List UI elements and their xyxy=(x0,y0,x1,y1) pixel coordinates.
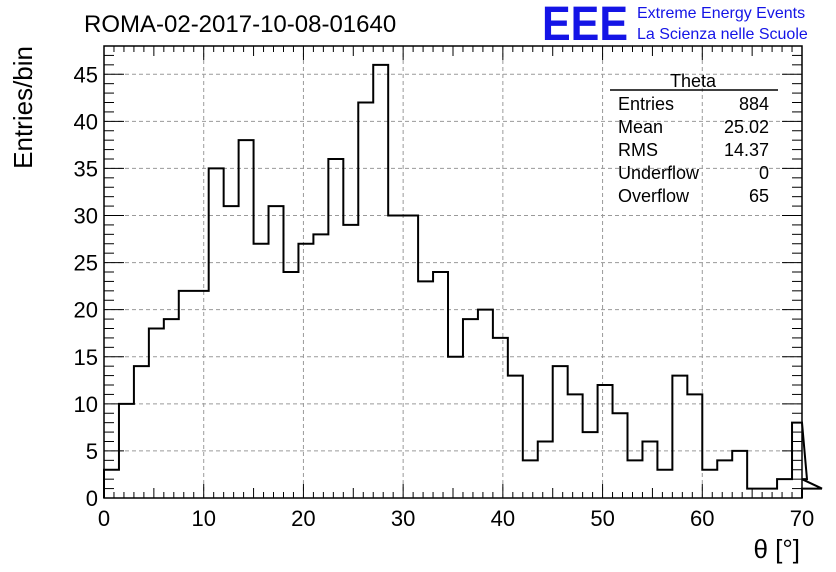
y-tick-label: 15 xyxy=(74,345,98,370)
histogram-bin xyxy=(717,460,732,498)
x-tick-label: 20 xyxy=(291,506,315,531)
x-tick-label: 10 xyxy=(191,506,215,531)
eee-logo: EEE Extreme Energy Events La Scienza nel… xyxy=(542,0,808,51)
stats-row-value: 0 xyxy=(759,163,769,183)
histogram-bin xyxy=(628,460,643,498)
eee-logo-line2: La Scienza nelle Scuole xyxy=(637,26,808,43)
grid-lines xyxy=(104,46,802,498)
stats-box-title: Theta xyxy=(670,71,717,91)
histogram-bin xyxy=(493,338,508,498)
histogram-outline xyxy=(103,63,823,498)
histogram-bin xyxy=(583,432,598,498)
histogram-bin xyxy=(762,489,777,498)
histogram-bin xyxy=(747,489,762,498)
histogram-bin xyxy=(687,394,702,498)
histogram-bin xyxy=(149,329,164,499)
histogram-bin xyxy=(777,479,792,498)
eee-logo-mark: EEE xyxy=(542,0,628,51)
stats-row-label: Mean xyxy=(618,117,663,137)
histogram-bin xyxy=(164,319,179,498)
axis-ticks xyxy=(103,45,803,499)
histogram-bin xyxy=(538,442,553,499)
stats-row-label: Entries xyxy=(618,94,674,114)
histogram-bin xyxy=(239,140,254,498)
x-tick-label: 0 xyxy=(98,506,110,531)
y-tick-label: 5 xyxy=(86,439,98,464)
stats-row-label: Underflow xyxy=(618,163,700,183)
y-tick-labels: 0 5 10 15 20 25 30 35 40 45 xyxy=(74,62,98,511)
stats-row-value: 884 xyxy=(739,94,769,114)
x-axis-label: θ [°] xyxy=(753,534,800,564)
x-tick-label: 60 xyxy=(690,506,714,531)
y-tick-label: 40 xyxy=(74,109,98,134)
x-tick-label: 30 xyxy=(391,506,415,531)
x-tick-labels: 0 10 20 30 40 50 60 70 xyxy=(98,506,814,531)
histogram-bin xyxy=(194,291,209,498)
histogram-bin xyxy=(343,225,358,498)
histogram-bin xyxy=(224,206,239,498)
histogram-bin xyxy=(209,168,224,498)
stats-row-value: 25.02 xyxy=(724,117,769,137)
histogram-bin xyxy=(358,103,373,499)
histogram-bin xyxy=(642,442,657,499)
histogram-bin xyxy=(732,451,747,498)
histogram-bin xyxy=(508,376,523,498)
y-tick-label: 20 xyxy=(74,298,98,323)
chart-title: ROMA-02-2017-10-08-01640 xyxy=(84,11,396,38)
eee-logo-line1: Extreme Energy Events xyxy=(637,5,805,22)
y-tick-label: 10 xyxy=(74,392,98,417)
histogram-bin xyxy=(448,357,463,498)
y-tick-label: 35 xyxy=(74,156,98,181)
y-tick-label: 45 xyxy=(74,62,98,87)
histogram-bin xyxy=(613,413,628,498)
histogram-bin xyxy=(298,244,313,498)
histogram-bin xyxy=(269,206,284,498)
y-tick-label: 30 xyxy=(74,204,98,229)
histogram-bin xyxy=(179,291,194,498)
stats-box: Theta Entries 884 Mean 25.02 RMS 14.37 Underfl… xyxy=(610,71,778,206)
histogram-bin xyxy=(523,460,538,498)
histogram-bin xyxy=(328,159,343,498)
y-axis-label: Entries/bin xyxy=(8,46,38,169)
histogram-bin xyxy=(134,366,149,498)
x-tick-label: 50 xyxy=(590,506,614,531)
stats-row-value: 14.37 xyxy=(724,140,769,160)
histogram-bin xyxy=(672,376,687,498)
stats-row-label: Overflow xyxy=(618,186,690,206)
histogram-bin xyxy=(553,366,568,498)
histogram-bin xyxy=(283,272,298,498)
histogram-bin xyxy=(254,244,269,498)
stats-box-rows: Entries 884 Mean 25.02 RMS 14.37 Underflow 0 Ove… xyxy=(618,94,769,206)
histogram-bin xyxy=(598,385,613,498)
stats-row-label: RMS xyxy=(618,140,658,160)
histogram-bin xyxy=(104,470,119,498)
stats-row-value: 65 xyxy=(749,186,769,206)
histogram-bin xyxy=(418,281,433,498)
y-tick-label: 0 xyxy=(86,486,98,511)
histogram-bin xyxy=(433,272,448,498)
x-tick-label: 70 xyxy=(790,506,814,531)
histogram-bin xyxy=(657,470,672,498)
histogram-bin xyxy=(373,65,388,498)
x-tick-label: 40 xyxy=(491,506,515,531)
histogram-bin xyxy=(463,319,478,498)
histogram-bin xyxy=(568,394,583,498)
histogram-bin xyxy=(313,234,328,498)
y-tick-label: 25 xyxy=(74,251,98,276)
histogram-bin xyxy=(702,470,717,498)
